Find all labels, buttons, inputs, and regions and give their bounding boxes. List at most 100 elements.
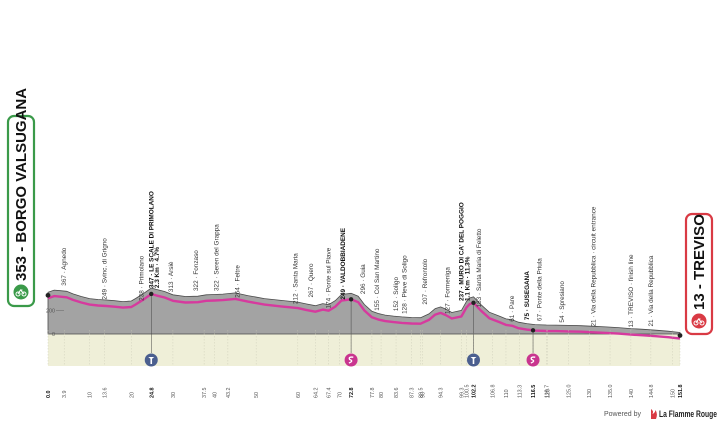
km-tick-label: 125.0 bbox=[566, 385, 572, 399]
route-markers bbox=[45, 291, 683, 367]
km-tick-label: 94.3 bbox=[439, 388, 445, 399]
finish-icon bbox=[691, 313, 707, 329]
kom-letter-icon bbox=[348, 356, 354, 364]
km-tick-label: 64.2 bbox=[313, 388, 319, 399]
start-badge: 353 - BORGO VALSUGANA bbox=[6, 88, 36, 308]
km-tick-label: 135.0 bbox=[608, 385, 614, 399]
waypoint-label: 212 · Santa Maria bbox=[293, 253, 300, 304]
bicycle-icon bbox=[693, 318, 705, 326]
altitude-tick-label: 200 bbox=[46, 308, 55, 314]
marker-point bbox=[348, 297, 354, 302]
finish-label: 13 - TREVISO bbox=[691, 214, 708, 310]
waypoint-label: 249 · Svinc. di Grigno bbox=[102, 238, 109, 300]
km-tick-label: 67.4 bbox=[327, 388, 333, 399]
waypoint-label: 2.3 Km · 4.7% bbox=[154, 247, 161, 289]
km-tick-label: 151.8 bbox=[678, 385, 684, 399]
waypoint-label: 127 · Formeniga bbox=[445, 267, 452, 314]
waypoint-label: 54 · Spresiano bbox=[559, 281, 566, 323]
waypoint-label: 21 · Via della Repubblica bbox=[648, 255, 655, 326]
km-tick-label: 90 bbox=[421, 392, 427, 398]
waypoint-label: 238 · Primolano bbox=[139, 255, 146, 301]
km-tick-label: 50 bbox=[254, 392, 260, 398]
km-tick-label: 70 bbox=[337, 392, 343, 398]
marker-point bbox=[471, 300, 476, 306]
waypoint-labels: 367 · Agnedo 249 · Svinc. di Grigno 238 · … bbox=[61, 191, 655, 327]
km-tick-label: 0.0 bbox=[46, 391, 52, 399]
start-point bbox=[45, 292, 51, 298]
waypoint-label: 237 · MURO DI CA' DEL POGGIO bbox=[458, 202, 465, 301]
km-tick-label: 89.5 bbox=[419, 388, 425, 399]
bicycle-icon bbox=[15, 289, 27, 297]
waypoint-label: 322 · Fonzaso bbox=[193, 250, 200, 291]
start-icon bbox=[13, 284, 29, 300]
km-tick-label: 37.5 bbox=[202, 388, 208, 399]
waypoint-label: 264 · Feltre bbox=[234, 265, 241, 298]
waypoint-label: 61 · Pare bbox=[509, 295, 516, 322]
altitude-tick-label: 0 bbox=[52, 332, 55, 338]
km-tick-label: 140 bbox=[629, 389, 635, 398]
waypoint-label: 207 · Refrontolo bbox=[422, 258, 429, 304]
waypoint-label: 21 · Via della Repubblica · circuit entr… bbox=[590, 206, 597, 326]
footer-brand: La Flamme Rouge bbox=[659, 409, 717, 419]
flame-icon bbox=[651, 409, 657, 419]
km-tick-label: 20 bbox=[129, 392, 135, 398]
waypoint-label: 13 · TREVISO · finish line bbox=[628, 254, 635, 327]
waypoint-label: 183 · Santa Maria di Feletto bbox=[476, 228, 483, 307]
waypoint-label: 174 · Ponte sul Piave bbox=[326, 247, 333, 308]
km-tick-label: 80 bbox=[379, 392, 385, 398]
km-tick-label: 99.3 bbox=[459, 388, 465, 399]
waypoint-label: 1.1 Km · 11.3% bbox=[465, 256, 472, 301]
waypoint-label: 249 · VALDOBBIADENE bbox=[340, 227, 347, 299]
km-tick-label: 40 bbox=[213, 392, 219, 398]
km-tick-label: 60 bbox=[296, 392, 302, 398]
km-tick-label: 83.6 bbox=[394, 388, 400, 399]
km-tick-label: 30 bbox=[171, 392, 177, 398]
finish-point bbox=[677, 333, 683, 338]
marker-point bbox=[530, 328, 536, 333]
km-tick-label: 3.9 bbox=[62, 391, 68, 399]
profile-base-band bbox=[48, 334, 680, 366]
sprint-flag-icon bbox=[470, 357, 477, 364]
km-tick-label: 77.8 bbox=[370, 388, 376, 399]
km-tick-label: 24.8 bbox=[149, 388, 155, 399]
waypoint-label: 313 · Arsiè bbox=[168, 261, 175, 292]
waypoint-label: 67 · Ponte della Priula bbox=[536, 258, 543, 321]
km-tick-label: 72.8 bbox=[349, 388, 355, 399]
km-tick-label: 144.8 bbox=[649, 385, 655, 399]
km-tick-label: 113.3 bbox=[518, 385, 524, 398]
km-tick-label: 13.6 bbox=[103, 388, 109, 399]
route-line bbox=[47, 292, 681, 340]
waypoint-label: 152 · Soligo bbox=[393, 277, 400, 312]
waypoint-label: 128 · Pieve di Soligo bbox=[401, 255, 408, 314]
waypoint-label: 347 · LE SCALE DI PRIMOLANO bbox=[148, 191, 155, 288]
km-ticks: 0.0 3.9 10 13.6 20 24.8 30 37.5 40 43.2 50 60 64.2 67… bbox=[46, 385, 684, 399]
km-tick-label: 43.2 bbox=[226, 388, 232, 399]
kom-letter-icon bbox=[530, 356, 536, 364]
marker-point bbox=[149, 291, 154, 297]
km-tick-label: 120 bbox=[546, 389, 552, 398]
km-tick-label: 102.2 bbox=[472, 385, 478, 399]
km-tick-label: 119.7 bbox=[544, 385, 550, 398]
start-label: 353 - BORGO VALSUGANA bbox=[13, 88, 30, 281]
waypoint-label: 322 · Seren del Grappa bbox=[214, 224, 221, 291]
waypoint-label: 267 · Quero bbox=[308, 263, 315, 298]
km-tick-label: 100.5 bbox=[464, 385, 470, 399]
km-tick-label: 130 bbox=[587, 389, 593, 398]
km-tick-label: 116.5 bbox=[531, 385, 537, 398]
km-tick-label: 87.3 bbox=[410, 388, 416, 399]
km-tick-label: 150 bbox=[671, 389, 677, 398]
footer-powered-by: Powered by bbox=[604, 411, 641, 418]
sprint-flag-icon bbox=[148, 357, 155, 364]
waypoint-label: 75 · SUSEGANA bbox=[524, 271, 531, 320]
km-tick-label: 110 bbox=[504, 389, 510, 398]
start-badge-frame bbox=[6, 114, 36, 308]
finish-badge: 13 - TREVISO bbox=[684, 212, 714, 336]
waypoint-label: 367 · Agnedo bbox=[61, 247, 68, 285]
km-tick-label: 10 bbox=[88, 392, 94, 398]
finish-badge-frame bbox=[684, 212, 714, 336]
waypoint-label: 155 · Col San Martino bbox=[374, 248, 381, 311]
km-tick-label: 106.8 bbox=[491, 385, 497, 399]
waypoint-label: 296 · Guia bbox=[360, 264, 367, 294]
